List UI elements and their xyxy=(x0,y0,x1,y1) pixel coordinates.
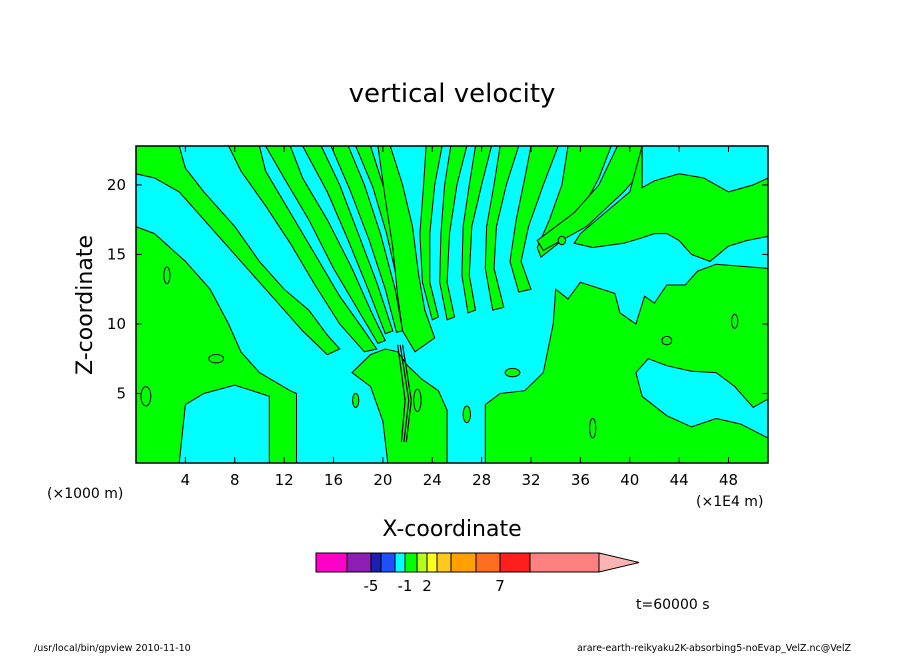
updraft-region xyxy=(227,145,378,353)
updraft-region xyxy=(135,225,297,464)
updraft-region xyxy=(573,145,769,262)
colorbar-cell xyxy=(436,552,452,573)
colorbar-cell xyxy=(370,552,382,573)
velocity-field xyxy=(135,145,769,464)
updraft-region xyxy=(351,348,448,464)
contour-patch xyxy=(140,386,152,407)
y-axis: 5 10 15 20 xyxy=(107,176,768,402)
contour-patch xyxy=(557,235,567,246)
footer-right: arare-earth-reikyaku2K-absorbing5-noEvap… xyxy=(577,643,852,654)
contour-patch xyxy=(504,367,521,378)
x-tick-label: 28 xyxy=(472,471,491,489)
x-tick-label: 20 xyxy=(373,471,392,489)
colorbar-cell xyxy=(450,552,477,573)
colorbar-cell xyxy=(529,552,600,573)
updraft-region xyxy=(301,145,394,335)
x-unit-left: (×1000 m) xyxy=(47,486,123,502)
updraft-region xyxy=(484,145,520,311)
plot-frame xyxy=(135,145,769,464)
updraft-region xyxy=(264,145,386,345)
contour-patch xyxy=(413,388,422,412)
updraft-region xyxy=(377,145,436,353)
updraft-region xyxy=(509,145,559,293)
x-tick-label: 36 xyxy=(571,471,590,489)
x-tick-label: 44 xyxy=(670,471,689,489)
x-tick-label: 40 xyxy=(620,471,639,489)
x-tick-label: 32 xyxy=(521,471,540,489)
x-tick-label: 8 xyxy=(230,471,240,489)
x-axis: 4 8 12 16 20 24 28 32 36 40 44 48 xyxy=(181,146,738,489)
updraft-region xyxy=(135,145,341,356)
contour-patch xyxy=(163,266,171,285)
footer-left: /usr/local/bin/gpview 2010-11-10 xyxy=(34,643,191,654)
contour-patch xyxy=(589,418,597,439)
updraft-region xyxy=(484,263,769,464)
colorbar-cell xyxy=(380,552,396,573)
contour-line xyxy=(399,344,410,443)
colorbar-label: -5 xyxy=(364,577,379,595)
y-tick-label: 15 xyxy=(107,245,126,263)
contour-line xyxy=(397,344,406,443)
x-unit-right: (×1E4 m) xyxy=(696,494,763,510)
time-label: t=60000 s xyxy=(636,597,710,613)
contour-patch xyxy=(661,335,673,346)
contour-patch xyxy=(352,392,360,408)
x-tick-label: 12 xyxy=(275,471,294,489)
y-axis-label: Z-coordinate xyxy=(73,235,98,375)
updraft-region xyxy=(461,145,493,314)
chart-title: vertical velocity xyxy=(349,79,556,109)
colorbar-cell xyxy=(475,552,501,573)
colorbar-labels: -5 -1 2 7 xyxy=(364,577,505,595)
x-axis-label: X-coordinate xyxy=(382,517,521,542)
colorbar-cell xyxy=(404,552,418,573)
colorbar-label: 7 xyxy=(495,577,505,595)
y-tick-label: 20 xyxy=(107,176,126,194)
x-tick-label: 16 xyxy=(324,471,343,489)
y-tick-label: 10 xyxy=(107,315,126,333)
colorbar-cell xyxy=(499,552,531,573)
colorbar-label: -1 xyxy=(398,577,413,595)
colorbar-cell xyxy=(346,552,372,573)
colorbar-cell xyxy=(426,552,438,573)
colorbar-extension-arrow xyxy=(598,552,640,573)
colorbar-cell xyxy=(416,552,428,573)
x-tick-label: 48 xyxy=(719,471,738,489)
colorbar-label: 2 xyxy=(422,577,432,595)
x-tick-label: 4 xyxy=(181,471,191,489)
x-tick-label: 24 xyxy=(423,471,442,489)
colorbar xyxy=(315,552,640,573)
contour-patch xyxy=(462,405,471,424)
contour-line xyxy=(402,344,412,443)
contour-patch xyxy=(731,313,739,329)
contour-patch xyxy=(208,354,225,364)
y-tick-label: 5 xyxy=(116,384,126,402)
colorbar-cell xyxy=(315,552,348,573)
updraft-region xyxy=(439,145,468,321)
colorbar-cell xyxy=(394,552,406,573)
updraft-region xyxy=(419,145,443,321)
